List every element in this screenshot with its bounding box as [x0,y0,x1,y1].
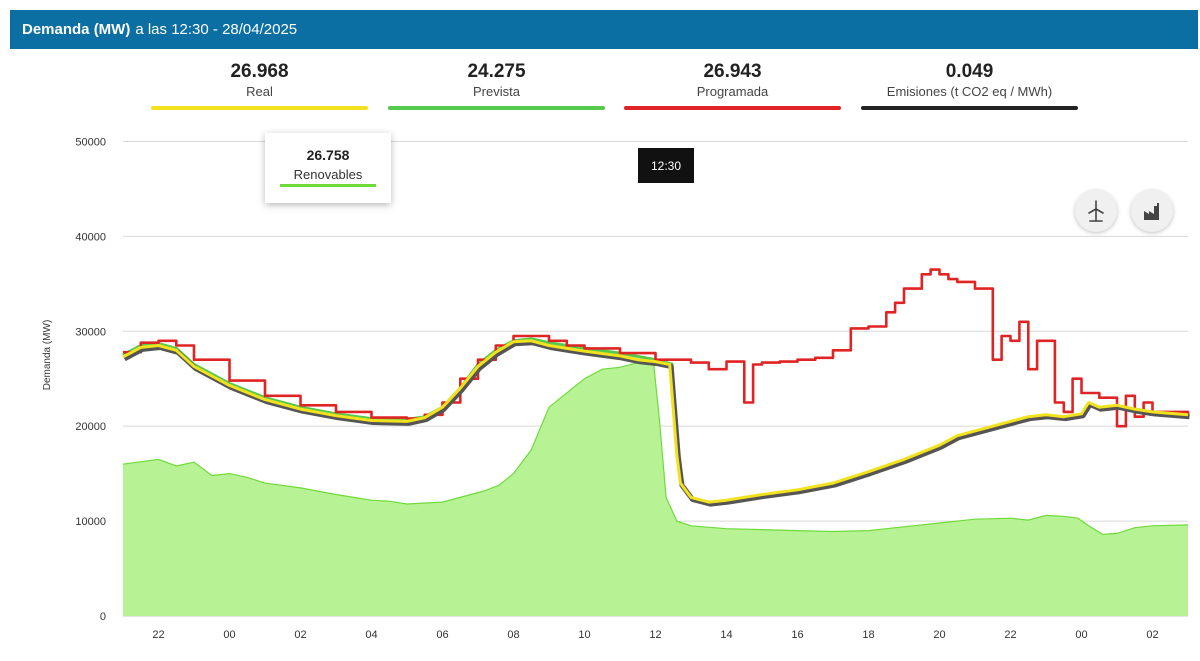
series-area-renovables [123,362,1188,616]
summary-label: Programada [696,84,769,99]
y-tick-label: 30000 [75,326,106,338]
summary-value: 24.275 [467,61,526,82]
x-tick-label: 20 [933,629,945,641]
wind-turbine-button[interactable] [1075,190,1117,232]
x-tick-label: 08 [507,629,519,641]
y-tick-label: 20000 [75,421,106,433]
header-title-rest: a las 12:30 - 28/04/2025 [135,21,298,38]
chart-header: Demanda (MW) a las 12:30 - 28/04/2025 [10,10,1198,49]
summary-row: 26.968 Real 24.275 Prevista 26.943 Progr… [0,60,1200,120]
time-tooltip: 12:30 [638,148,694,183]
summary-prevista[interactable]: 24.275 Prevista [388,60,605,110]
x-tick-label: 22 [152,629,164,641]
summary-value: 0.049 [945,61,994,82]
y-axis-label: Demanda (MW) [42,320,53,391]
renovables-tooltip: 26.758 Renovables [265,133,391,203]
tooltip-value: 26.758 [306,147,350,163]
x-tick-label: 04 [365,629,377,641]
summary-bar [624,106,841,110]
tooltip-label: Renovables [293,167,363,182]
summary-programada[interactable]: 26.943 Programada [624,60,841,110]
factory-button[interactable] [1131,190,1173,232]
x-tick-label: 12 [649,629,661,641]
wind-turbine-icon [1088,200,1104,222]
x-tick-label: 02 [294,629,306,641]
x-tick-label: 14 [720,629,732,641]
y-tick-label: 50000 [75,136,106,148]
summary-value: 26.943 [703,61,762,82]
y-tick-label: 40000 [75,231,106,243]
summary-label: Emisiones (t CO2 eq / MWh) [886,84,1053,99]
summary-emisiones[interactable]: 0.049 Emisiones (t CO2 eq / MWh) [861,60,1078,110]
header-title-bold: Demanda (MW) [22,21,131,38]
x-tick-label: 00 [1075,629,1087,641]
summary-label: Real [246,84,273,99]
summary-label: Prevista [473,84,520,99]
x-tick-label: 10 [578,629,590,641]
summary-real[interactable]: 26.968 Real [151,60,368,110]
y-tick-label: 10000 [75,516,106,528]
summary-value: 26.968 [230,61,289,82]
x-tick-label: 02 [1146,629,1158,641]
y-tick-label: 0 [100,611,106,623]
summary-bar [388,106,605,110]
series-line-real [122,339,1189,504]
x-tick-label: 22 [1004,629,1016,641]
tooltip-bar [280,184,376,187]
x-tick-label: 06 [436,629,448,641]
factory-icon [1144,203,1159,220]
x-tick-label: 00 [223,629,235,641]
summary-bar [151,106,368,110]
summary-bar [861,106,1078,110]
x-tick-label: 18 [862,629,874,641]
x-tick-label: 16 [791,629,803,641]
